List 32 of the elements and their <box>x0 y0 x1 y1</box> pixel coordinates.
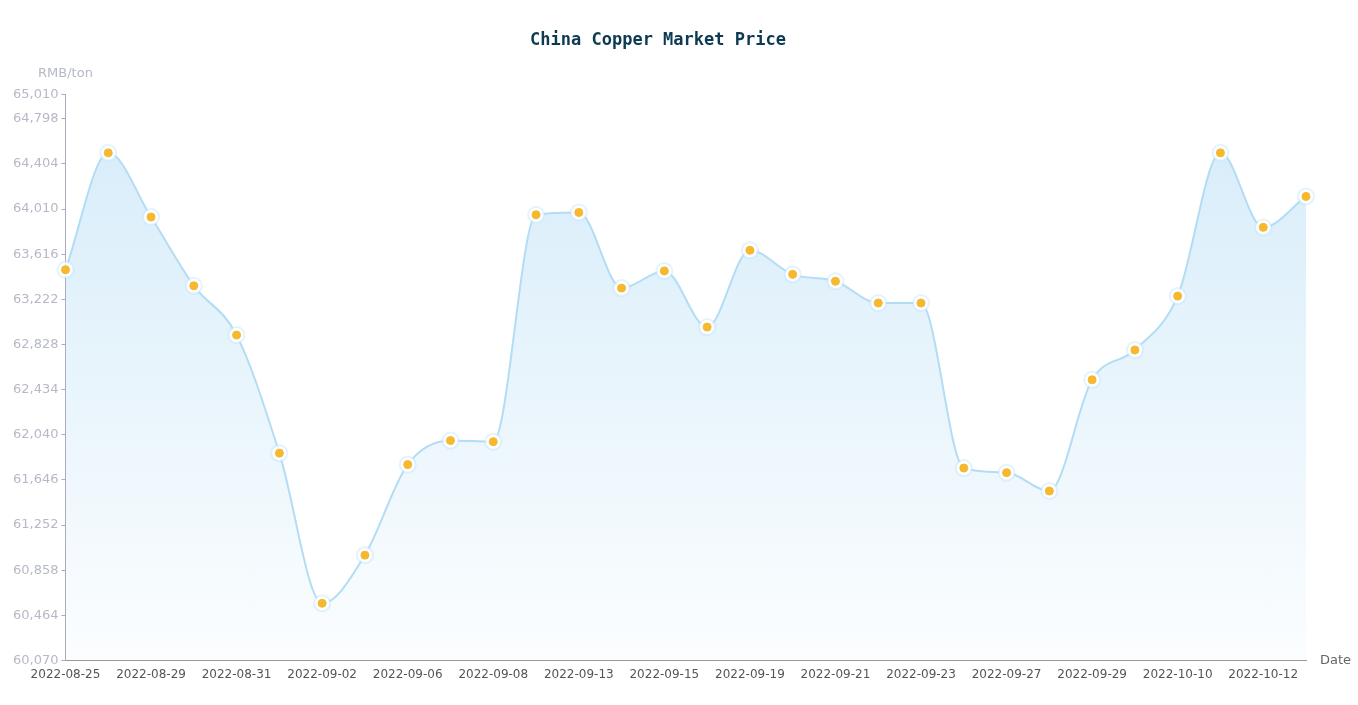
x-tick-label: 2022-09-29 <box>1057 666 1127 681</box>
y-tick-label: 61,252 <box>12 516 59 532</box>
x-tick-label: 2022-09-13 <box>543 666 614 681</box>
y-tick-label: 62,828 <box>12 335 59 351</box>
x-tick-label: 2022-08-29 <box>116 666 186 681</box>
y-tick-label: 61,646 <box>12 471 59 487</box>
x-axis-title: Date <box>1320 651 1352 667</box>
x-tick-label: 2022-09-02 <box>287 666 358 681</box>
y-tick-label: 62,040 <box>12 426 59 442</box>
y-tick-label: 64,404 <box>12 155 59 171</box>
x-tick-label: 2022-08-31 <box>201 666 272 681</box>
y-tick-label: 60,070 <box>12 651 59 667</box>
y-tick-label: 60,858 <box>12 561 59 577</box>
y-tick-label: 62,434 <box>12 381 59 397</box>
y-tick-label: 64,010 <box>12 200 59 216</box>
x-tick-label: 2022-08-25 <box>30 666 101 681</box>
x-tick-label: 2022-09-21 <box>800 666 871 681</box>
x-tick-label: 2022-09-06 <box>372 666 443 681</box>
y-tick-label: 65,010 <box>12 85 59 101</box>
x-tick-label: 2022-10-10 <box>1142 666 1213 681</box>
y-tick-label: 60,464 <box>12 606 59 622</box>
x-tick-label: 2022-09-27 <box>971 666 1042 681</box>
x-tick-label: 2022-09-23 <box>886 666 956 681</box>
x-tick-label: 2022-09-15 <box>629 666 700 681</box>
x-tick-label: 2022-09-19 <box>715 666 785 681</box>
y-tick-label: 63,222 <box>12 290 59 306</box>
x-tick-label: 2022-10-12 <box>1228 666 1299 681</box>
x-tick-label: 2022-09-08 <box>458 666 529 681</box>
y-tick-label: 63,616 <box>12 245 59 261</box>
y-axis-title: RMB/ton <box>38 65 93 81</box>
y-tick-label: 64,798 <box>12 110 59 126</box>
chart-title: China Copper Market Price <box>530 28 786 49</box>
